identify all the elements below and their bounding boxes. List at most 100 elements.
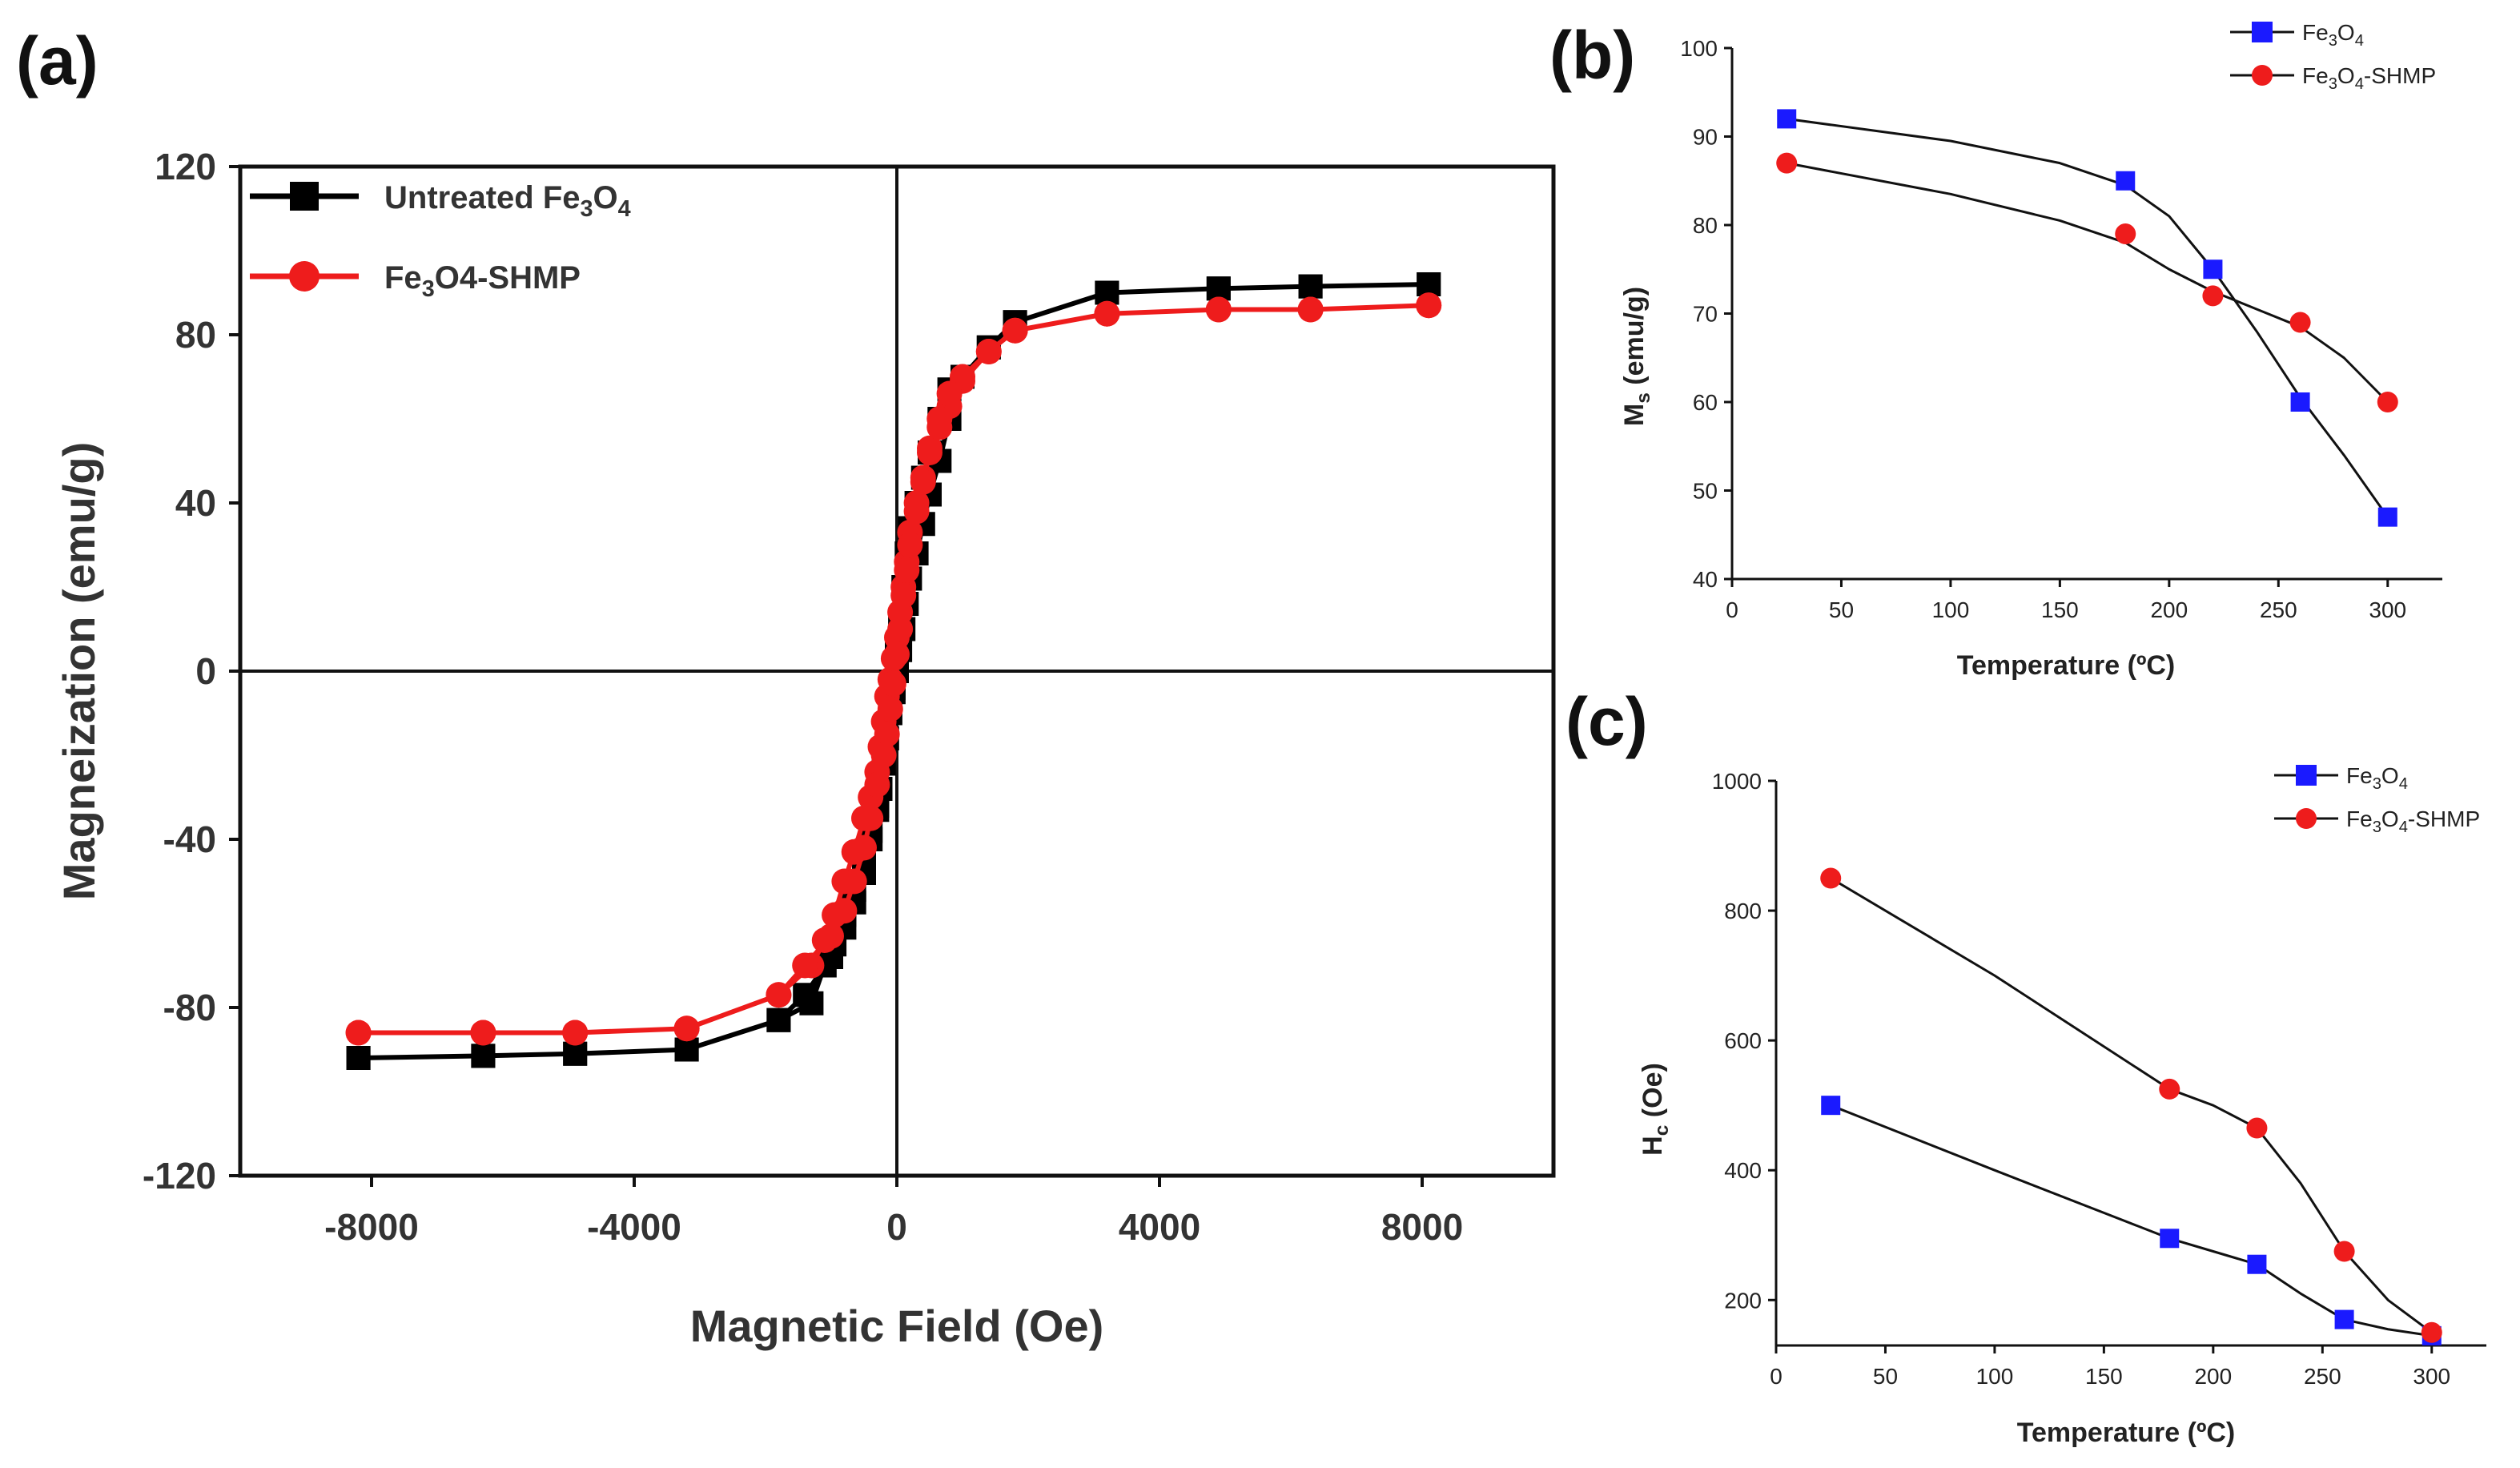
data-point-fe3o4-b [2290,392,2310,412]
y-tick-label-b: 70 [1693,302,1718,327]
data-point-shmp [1205,296,1232,323]
y-tick-label-a: -80 [163,987,216,1028]
fit-curve-fe3o4-b [1787,117,2389,518]
data-point-fe3o4-b [2203,259,2223,280]
x-axis-title-c: Temperature (ºC) [2017,1418,2236,1448]
data-point-shmp-b [2202,285,2224,307]
data-point-shmp-b [2115,223,2136,245]
data-point-shmp [917,440,942,465]
data-point-shmp [673,1016,700,1042]
x-tick-label-b: 50 [1829,597,1854,622]
data-point-untreated [766,1007,791,1032]
data-point-shmp [562,1020,589,1046]
legend-a: Untreated Fe3O4 Fe3O4-SHMP [250,180,631,302]
x-tick-label-c: 300 [2413,1364,2450,1389]
x-axis-title-b: Temperature (ºC) [1957,650,2176,681]
data-point-fe3o4-b [1777,109,1797,129]
data-point-fe3o4-c [2334,1309,2354,1329]
x-axis-title-a: Magnetic Field (Oe) [690,1301,1104,1351]
data-point-shmp-c [2421,1321,2442,1343]
data-point-untreated [563,1041,588,1066]
y-tick-label-a: 80 [175,314,216,356]
y-tick-label-a: 40 [175,482,216,524]
data-point-shmp-c [2246,1117,2268,1139]
panel-label-a: (a) [16,23,98,99]
data-point-shmp [1416,292,1442,319]
data-point-shmp [858,805,884,831]
legend-label-untreated: Untreated Fe3O4 [384,180,631,222]
data-point-shmp [890,582,917,609]
data-point-shmp [870,742,897,768]
x-tick-label-c: 200 [2194,1364,2232,1389]
legend-label-shmp-c: Fe3O4-SHMP [2346,806,2480,836]
data-point-shmp [880,670,906,697]
data-point-shmp-b [2377,392,2398,412]
x-tick-label-b: 0 [1726,597,1738,622]
x-tick-label-a: 0 [886,1206,907,1248]
data-point-shmp [910,469,936,495]
data-point-shmp [887,616,914,642]
data-point-shmp [470,1020,496,1046]
x-tick-label-c: 0 [1770,1364,1782,1389]
x-tick-label-b: 100 [1932,597,1970,622]
data-point-shmp-c [2333,1241,2355,1262]
x-tick-label-a: -4000 [587,1206,681,1248]
data-point-untreated [1206,276,1231,301]
chart-a: -8000 -4000 0 4000 8000 -120 -80 -40 0 40 80 120 Ma… [54,146,1556,1351]
y-tick-label-a: -120 [143,1155,216,1197]
x-tick-label-c: 250 [2304,1364,2341,1389]
x-tick-label-a: -8000 [324,1206,419,1248]
legend-label-shmp-b: Fe3O4-SHMP [2302,63,2436,93]
y-axis-title-b: Ms (emu/g) [1619,287,1654,426]
y-axis-title-a: Magneization (emu/g) [54,442,104,900]
y-tick-label-c: 200 [1724,1288,1762,1313]
data-point-shmp-b [2289,312,2311,333]
data-point-shmp [1094,300,1120,327]
x-tick-label-b: 150 [2041,597,2079,622]
data-point-untreated [674,1037,699,1062]
data-point-shmp [818,923,844,949]
legend-marker-shmp-b [2252,65,2273,86]
panel-label-b: (b) [1549,18,1635,93]
data-point-shmp [926,406,953,432]
data-point-fe3o4-c [2160,1229,2180,1249]
panel-label-c: (c) [1565,684,1648,759]
data-point-shmp [1297,296,1324,323]
fit-curve-shmp-b [1786,162,2389,404]
y-tick-label-b: 100 [1680,36,1718,61]
y-tick-label-c: 800 [1724,899,1762,923]
legend-c: Fe3O4 Fe3O4-SHMP [2274,763,2480,836]
y-tick-label-c: 400 [1724,1158,1762,1183]
data-point-shmp [975,339,1002,364]
data-point-shmp-c [1820,867,1842,889]
data-point-shmp [877,696,903,722]
data-point-fe3o4-c [2247,1254,2267,1274]
data-point-untreated [471,1044,496,1068]
x-tick-label-c: 150 [2085,1364,2123,1389]
data-point-untreated [1417,272,1441,296]
chart-b: 0 50 100 150 200 250 300 40 50 60 70 80 90 100 Temper… [1619,20,2442,681]
y-tick-label-a: 120 [155,146,216,187]
legend-marker-fe3o4-c [2296,765,2317,786]
chart-c: 0 50 100 150 200 250 300 200 400 600 800 1000 Tempe… [1638,763,2486,1448]
x-tick-label-a: 8000 [1381,1206,1463,1248]
y-axis-title-c: Hc (Oe) [1638,1063,1673,1156]
y-tick-label-a: 0 [195,650,216,692]
legend-marker-shmp-c [2296,808,2317,829]
data-point-shmp [831,898,858,924]
data-point-shmp-c [2159,1078,2180,1100]
data-point-shmp [894,557,920,583]
data-point-shmp [841,868,867,895]
x-tick-label-c: 50 [1873,1364,1898,1389]
x-tick-label-b: 200 [2150,597,2188,622]
y-tick-label-a: -40 [163,818,216,860]
data-point-fe3o4-c [1821,1096,1841,1116]
data-point-fe3o4-b [2116,171,2136,191]
legend-b: Fe3O4 Fe3O4-SHMP [2230,20,2436,93]
legend-label-shmp: Fe3O4-SHMP [384,260,581,302]
y-tick-label-b: 90 [1693,125,1718,150]
y-tick-label-c: 1000 [1712,769,1762,794]
legend-label-fe3o4-b: Fe3O4 [2302,20,2364,50]
data-point-fe3o4-b [2377,507,2397,527]
